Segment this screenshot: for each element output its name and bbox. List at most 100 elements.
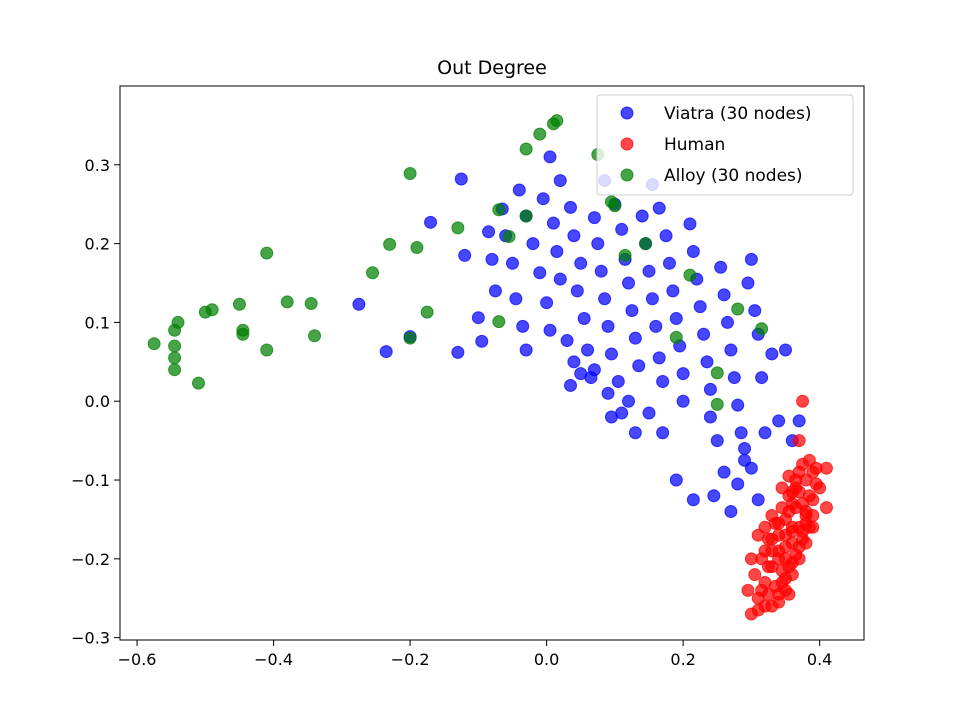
data-point (424, 215, 438, 229)
data-point (628, 331, 642, 345)
y-tick-label: −0.3 (71, 629, 110, 648)
data-point (703, 382, 717, 396)
data-point (819, 461, 833, 475)
x-tick-label: −0.6 (118, 650, 157, 669)
data-point (516, 319, 530, 333)
data-point (492, 203, 506, 217)
points-layer (147, 114, 833, 621)
data-point (738, 442, 752, 455)
data-point (779, 540, 792, 554)
data-point (618, 248, 632, 262)
data-point (454, 172, 468, 186)
data-point (622, 394, 636, 408)
data-point (604, 347, 618, 361)
data-point (758, 544, 772, 558)
data-point (724, 343, 738, 357)
data-point (669, 311, 683, 325)
data-point (755, 583, 769, 597)
data-point (758, 520, 772, 534)
data-point (232, 297, 246, 311)
data-point (772, 516, 786, 530)
data-point (553, 272, 567, 286)
data-point (686, 493, 700, 507)
data-point (642, 406, 656, 420)
data-point (625, 304, 639, 318)
y-tick-label: −0.1 (71, 471, 110, 490)
data-point (550, 114, 564, 128)
data-point (577, 311, 591, 325)
data-point (782, 505, 796, 519)
data-point (236, 327, 250, 341)
data-point (652, 351, 666, 365)
data-point (598, 292, 612, 306)
data-point (727, 371, 741, 385)
data-point (543, 323, 557, 337)
data-point (710, 366, 724, 380)
x-tick-label: 0.2 (670, 650, 695, 669)
data-point (731, 302, 745, 316)
data-point (662, 256, 676, 270)
data-point (540, 296, 554, 310)
data-point (748, 568, 762, 582)
data-point (352, 297, 366, 311)
data-point (632, 359, 646, 373)
data-point (652, 201, 666, 215)
data-point (451, 221, 465, 235)
data-point (755, 371, 769, 385)
data-point (280, 295, 294, 309)
data-point (809, 477, 823, 491)
data-point (574, 256, 588, 270)
y-tick-label: −0.2 (71, 550, 110, 569)
data-point (639, 237, 653, 251)
x-tick-label: −0.4 (254, 650, 293, 669)
data-point (645, 292, 659, 306)
data-point (567, 355, 581, 369)
data-point (622, 276, 636, 290)
data-point (744, 461, 758, 475)
data-point (570, 284, 584, 298)
data-point (168, 339, 182, 353)
data-point (707, 489, 721, 503)
data-point (693, 300, 707, 314)
data-point (782, 587, 796, 601)
data-point (772, 414, 786, 428)
y-tick-label: 0.0 (85, 392, 110, 411)
data-point (383, 237, 397, 251)
data-point (553, 174, 567, 188)
data-point (785, 556, 799, 570)
legend: Viatra (30 nodes) Human Alloy (30 nodes) (596, 94, 854, 196)
data-point (642, 264, 656, 278)
data-point (755, 322, 769, 336)
data-point (587, 363, 601, 377)
data-point (806, 493, 820, 507)
legend-box (596, 94, 854, 196)
data-point (581, 343, 595, 357)
series-0 (352, 150, 806, 519)
y-axis: −0.3 −0.2 −0.1 0.0 0.1 0.2 0.3 (71, 156, 120, 648)
data-point (697, 327, 711, 341)
plot-frame (119, 85, 865, 641)
x-tick-label: 0.4 (807, 650, 832, 669)
data-point (741, 276, 755, 290)
data-point (519, 142, 533, 156)
data-point (669, 330, 683, 344)
data-point (683, 268, 697, 282)
data-point (451, 345, 465, 359)
data-point (379, 345, 393, 359)
x-tick-label: −0.2 (391, 650, 430, 669)
data-point (748, 304, 762, 318)
data-point (366, 266, 380, 280)
data-point (403, 331, 417, 345)
data-point (171, 315, 185, 329)
data-point (587, 211, 601, 225)
data-point (482, 225, 496, 239)
legend-marker (620, 137, 634, 151)
data-point (574, 367, 588, 381)
data-point (656, 426, 670, 440)
data-point (806, 508, 820, 522)
data-point (611, 375, 625, 389)
data-point (802, 520, 816, 534)
legend-marker (620, 106, 634, 120)
data-point (717, 288, 731, 302)
data-point (819, 501, 833, 515)
